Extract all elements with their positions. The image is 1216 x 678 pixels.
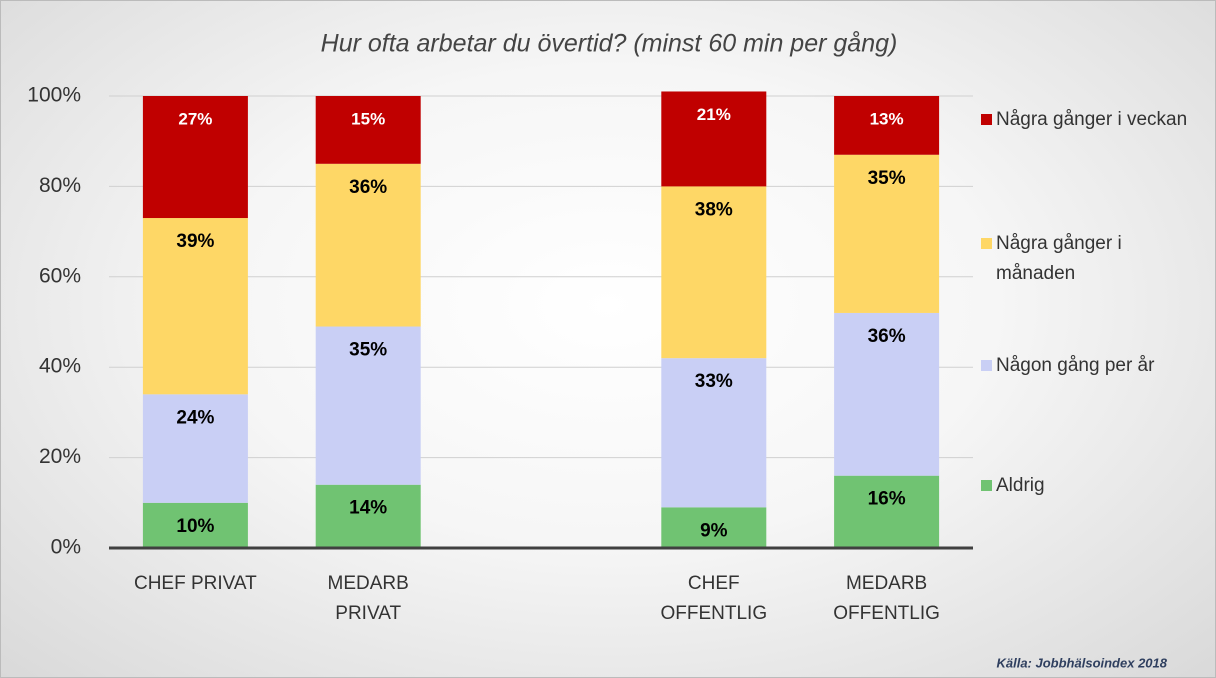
legend-swatch	[981, 480, 992, 491]
bar-segment	[315, 96, 421, 164]
legend-label: Någon gång per år	[996, 355, 1155, 376]
bar-segment	[834, 154, 940, 313]
bar-segment	[661, 358, 767, 508]
data-label: 27%	[178, 109, 212, 128]
data-label: 10%	[176, 516, 214, 537]
x-tick-label: MEDARB PRIVAT	[327, 573, 409, 624]
data-label: 16%	[868, 489, 906, 510]
bar-segment	[834, 96, 940, 155]
bar-segment	[661, 507, 767, 548]
x-tick-label: CHEF PRIVAT	[133, 573, 257, 594]
y-tick-label: 60%	[39, 264, 81, 287]
bar-segment	[661, 186, 767, 359]
x-tick-label: CHEF OFFENTLIG	[660, 573, 768, 624]
data-label: 14%	[349, 498, 387, 519]
y-tick-label: 100%	[27, 84, 81, 107]
data-label: 24%	[176, 407, 214, 428]
y-tick-label: 0%	[51, 536, 81, 559]
bar-segment	[315, 326, 421, 485]
legend-swatch	[981, 114, 992, 125]
data-label: 21%	[697, 105, 731, 124]
bar-segment	[834, 312, 940, 476]
y-tick-label: 20%	[39, 445, 81, 468]
data-label: 35%	[868, 168, 906, 189]
bar-segment	[315, 484, 421, 548]
legend-label: Några gånger i veckan	[996, 109, 1188, 130]
legend-swatch	[981, 360, 992, 371]
data-label: 13%	[870, 109, 904, 128]
legend-swatch	[981, 238, 992, 249]
legend-label: Aldrig	[996, 475, 1045, 496]
bar-segment	[834, 475, 940, 548]
data-label: 9%	[700, 520, 728, 541]
y-tick-label: 40%	[39, 355, 81, 378]
data-label: 33%	[695, 371, 733, 392]
legend-label: Några gånger i månaden	[996, 233, 1122, 284]
data-label: 36%	[868, 326, 906, 347]
bar-segment	[142, 96, 248, 219]
bar-segment	[142, 502, 248, 548]
bar-segment	[661, 91, 767, 187]
data-label: 15%	[351, 109, 385, 128]
x-tick-label: MEDARB OFFENTLIG	[833, 573, 940, 624]
data-label: 35%	[349, 340, 387, 361]
bar-segment	[315, 163, 421, 327]
chart-title: Hur ofta arbetar du övertid? (minst 60 m…	[321, 30, 898, 58]
source: Källa: Jobbhälsoindex 2018	[996, 655, 1167, 670]
data-label: 38%	[695, 199, 733, 220]
data-label: 39%	[176, 231, 214, 252]
bar-segment	[142, 218, 248, 395]
bar-segment	[142, 394, 248, 503]
data-label: 36%	[349, 177, 387, 198]
y-tick-label: 80%	[39, 174, 81, 197]
